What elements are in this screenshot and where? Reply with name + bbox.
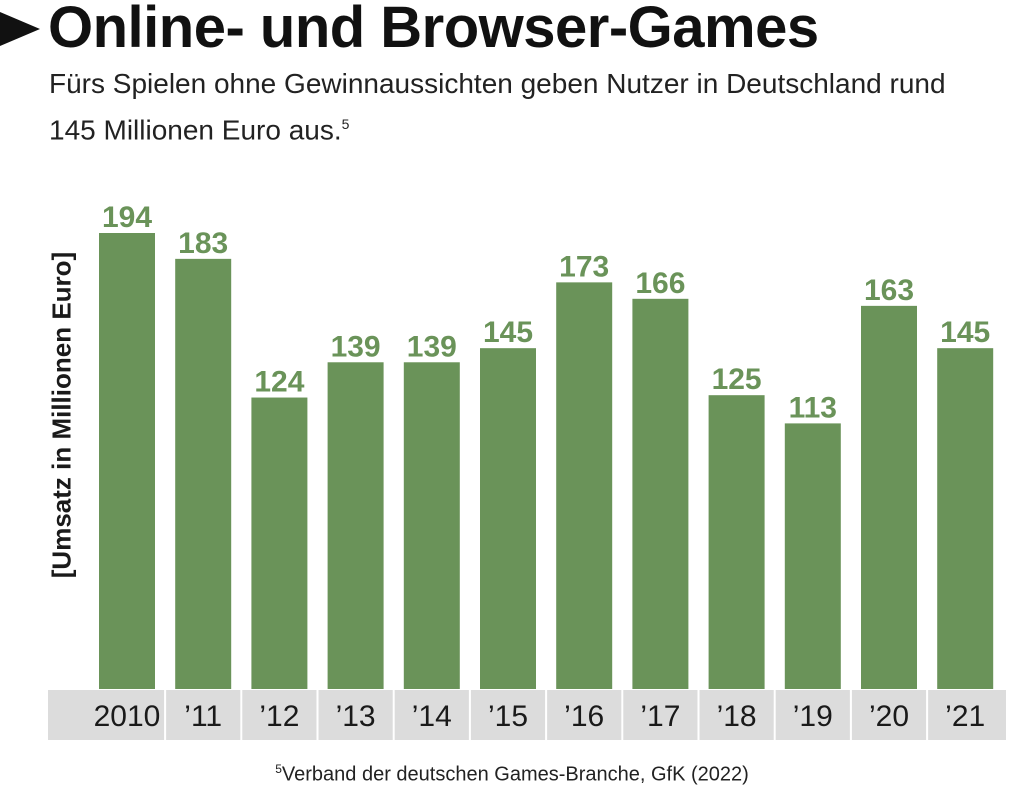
subtitle-text: Fürs Spielen ohne Gewinnaussichten geben…: [49, 68, 946, 146]
axis-cell-divider: [849, 690, 852, 740]
x-tick-label: ’17: [640, 700, 680, 733]
axis-cell-divider: [926, 690, 929, 740]
bar: [99, 233, 155, 689]
x-tick-label: ’14: [412, 700, 452, 733]
x-tick-label: ’15: [488, 700, 528, 733]
x-tick-label: ’11: [184, 700, 222, 733]
x-tick-label: ’18: [717, 700, 757, 733]
bar-value-label: 139: [331, 330, 381, 363]
subtitle-footnote-ref: 5: [341, 116, 350, 132]
bar: [327, 362, 384, 689]
axis-cell-divider: [316, 690, 319, 740]
footnote-ref: 5: [275, 762, 282, 776]
bar-value-label: 125: [712, 363, 762, 396]
bar: [403, 362, 460, 689]
bar: [480, 348, 536, 689]
bar-value-label: 124: [254, 366, 304, 399]
axis-cell-divider: [697, 690, 700, 740]
bar: [251, 397, 308, 689]
footnote-text: Verband der deutschen Games-Branche, GfK…: [281, 763, 749, 786]
bar: [632, 298, 689, 689]
footnote: 5Verband der deutschen Games-Branche, Gf…: [0, 762, 1024, 787]
axis-cell-divider: [545, 690, 548, 740]
bar: [708, 395, 765, 689]
bar: [784, 423, 841, 689]
bar-value-label: 145: [940, 316, 990, 349]
arrow-icon: [0, 12, 40, 46]
x-tick-label: ’21: [945, 700, 985, 733]
axis-cell-divider: [164, 690, 167, 740]
axis-cell-divider: [773, 690, 776, 740]
bar: [175, 258, 232, 689]
bar-value-label: 173: [559, 250, 609, 283]
x-tick-label: ’13: [336, 700, 376, 733]
x-axis-band: [48, 690, 1006, 740]
bar: [861, 305, 917, 689]
axis-cell-divider: [621, 690, 624, 740]
bar-value-label: 183: [178, 227, 228, 260]
y-axis-label: [Umsatz in Millionen Euro]: [46, 251, 77, 579]
bar-value-label: 163: [864, 274, 914, 307]
bar: [937, 348, 994, 689]
bar-value-label: 145: [483, 316, 533, 349]
bar-value-label: 166: [635, 267, 685, 300]
x-tick-label: ’12: [259, 700, 299, 733]
bar-value-label: 139: [407, 330, 457, 363]
bar: [556, 282, 613, 689]
bar-value-label: 113: [789, 391, 837, 424]
x-tick-label: 2010: [94, 700, 161, 733]
axis-cell-divider: [392, 690, 395, 740]
x-tick-label: ’16: [564, 700, 604, 733]
axis-cell-divider: [468, 690, 471, 740]
axis-cell-divider: [240, 690, 243, 740]
page-title: Online- und Browser-Games: [48, 0, 819, 60]
x-tick-label: ’19: [793, 700, 833, 733]
x-tick-label: ’20: [869, 700, 909, 733]
subtitle: Fürs Spielen ohne Gewinnaussichten geben…: [49, 64, 949, 150]
bar-value-label: 194: [102, 201, 152, 234]
